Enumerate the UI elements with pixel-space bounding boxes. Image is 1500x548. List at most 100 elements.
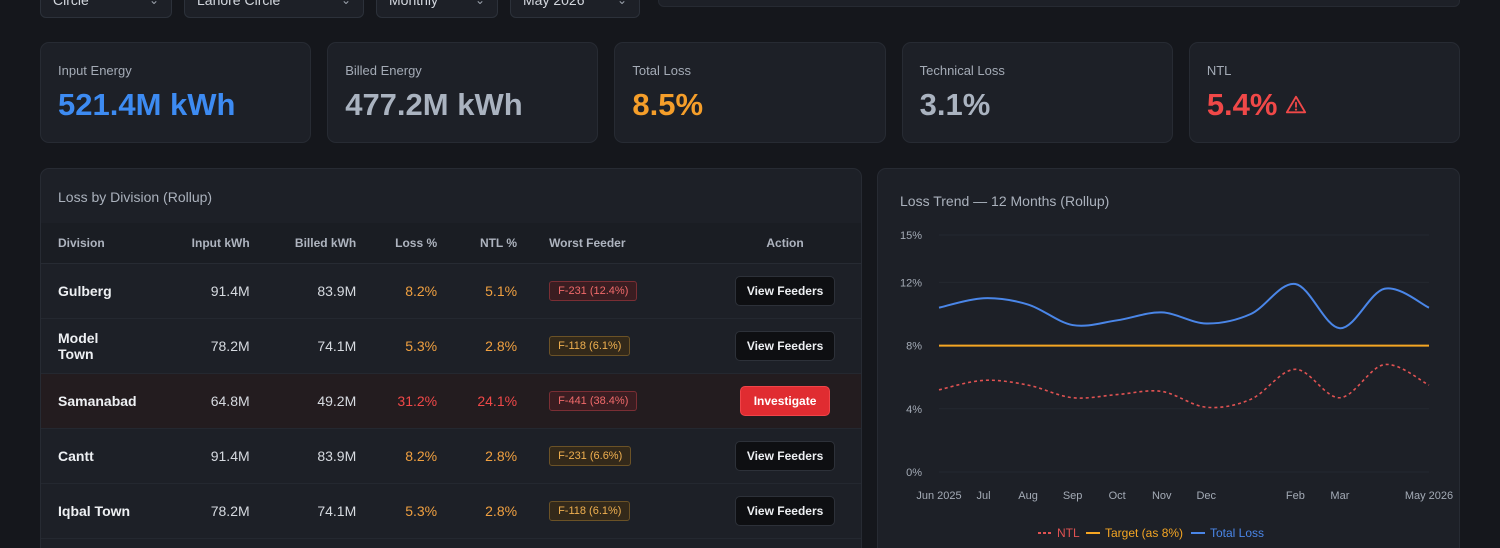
cell-ntl: 2.8% xyxy=(485,447,518,464)
region-select-value: Lahore Circle xyxy=(197,0,281,8)
kpi-value-text: 5.4% xyxy=(1206,87,1278,122)
cell-worst-feeder: F-231 (6.6%) xyxy=(525,428,707,483)
investigate-button[interactable]: Investigate xyxy=(739,385,831,416)
kpi-label: Technical Loss xyxy=(919,63,1005,78)
cell-action: View Feeders xyxy=(707,263,861,318)
cell-billed: 83.9M xyxy=(317,447,357,464)
kpi-label: Input Energy xyxy=(58,63,132,78)
x-tick-label: May 2026 xyxy=(1405,490,1453,502)
table-row-flagged[interactable]: Samanabad 64.8M 49.2M 31.2% 24.1% F-441 … xyxy=(41,373,861,428)
feeder-badge[interactable]: F-231 (12.4%) xyxy=(549,280,638,301)
cell-division: Samanabad xyxy=(58,392,137,409)
cell-input: 64.8M xyxy=(210,392,250,409)
feeder-badge[interactable]: F-231 (6.6%) xyxy=(549,445,632,466)
table-row[interactable]: Gulberg 91.4M 83.9M 8.2% 5.1% F-231 (12.… xyxy=(41,263,861,318)
cell-worst-feeder: F-441 (38.4%) xyxy=(525,373,707,428)
cell-division: Cantt xyxy=(58,447,94,464)
top-summary-bar xyxy=(658,0,1460,7)
x-tick-label: Jul xyxy=(977,490,991,502)
kpi-value: 3.1% xyxy=(920,87,1155,123)
view-feeders-button[interactable]: View Feeders xyxy=(734,330,836,361)
kpi-value-text: 477.2M kWh xyxy=(345,87,523,122)
col-ntl-pct[interactable]: NTL % xyxy=(445,223,526,264)
period-select-value: Monthly xyxy=(389,0,439,8)
kpi-value: 5.4% xyxy=(1207,87,1442,123)
month-select[interactable]: May 2026 ⌄ xyxy=(510,0,640,18)
feeder-badge[interactable]: F-118 (6.1%) xyxy=(549,335,631,356)
x-tick-label: Aug xyxy=(1018,490,1038,502)
cell-input: 78.2M xyxy=(210,337,250,354)
cell-ntl: 2.8% xyxy=(485,502,518,519)
col-division[interactable]: Division xyxy=(41,223,145,264)
cell-billed: 83.9M xyxy=(317,282,357,299)
cell-input: 91.4M xyxy=(210,282,250,299)
cell-input: 91.4M xyxy=(210,447,250,464)
cell-worst-feeder: F-118 (6.1%) xyxy=(525,483,707,538)
cell-action: View Feeders xyxy=(707,318,861,373)
table-row[interactable]: Iqbal Town 78.2M 74.1M 5.3% 2.8% F-118 (… xyxy=(41,483,861,538)
y-tick-label: 8% xyxy=(906,341,922,353)
panel-title: Loss by Division (Rollup) xyxy=(58,189,213,205)
cell-worst-feeder: F-231 (12.4%) xyxy=(525,263,707,318)
kpi-value-text: 521.4M kWh xyxy=(58,87,236,122)
circle-select[interactable]: Circle ⌄ xyxy=(40,0,172,18)
chevron-down-icon: ⌄ xyxy=(616,0,627,7)
kpi-input-energy: Input Energy 521.4M kWh xyxy=(40,42,312,143)
cell-action: View Feeders xyxy=(707,428,861,483)
legend-label: NTL xyxy=(1057,526,1080,540)
cell-input: 78.2M xyxy=(210,502,250,519)
cell-billed: 49.2M xyxy=(317,392,357,409)
loss-trend-panel: Loss Trend — 12 Months (Rollup) 0% 4% 8% 12… xyxy=(877,168,1460,548)
feeder-badge[interactable]: F-441 (38.4%) xyxy=(549,390,638,411)
x-tick-label: Jun 2025 xyxy=(916,490,961,502)
cell-loss: 8.2% xyxy=(405,282,438,299)
circle-select-value: Circle xyxy=(53,0,89,8)
cell-ntl: 5.1% xyxy=(485,282,518,299)
cell-loss: 5.3% xyxy=(405,502,438,519)
view-feeders-button[interactable]: View Feeders xyxy=(734,440,836,471)
table-row[interactable]: Model Town 78.2M 74.1M 5.3% 2.8% F-118 (… xyxy=(41,318,861,373)
x-tick-label: Dec xyxy=(1196,490,1216,502)
warning-icon xyxy=(1286,95,1307,114)
cell-action: Investigate xyxy=(707,373,861,428)
kpi-label: Total Loss xyxy=(632,63,691,78)
loss-trend-chart: 0% 4% 8% 12% 15% Jun 2025 Jul Aug Sep Oct Nov Dec Fe… xyxy=(900,230,1453,540)
y-tick-label: 12% xyxy=(900,277,922,289)
kpi-value: 521.4M kWh xyxy=(58,87,293,123)
legend-label: Total Loss xyxy=(1210,526,1264,540)
x-tick-label: Mar xyxy=(1330,490,1349,502)
x-tick-label: Sep xyxy=(1063,490,1083,502)
division-table: Division Input kWh Billed kWh Loss % NTL… xyxy=(41,223,861,539)
legend-label: Target (as 8%) xyxy=(1105,526,1183,540)
kpi-row: Input Energy 521.4M kWh Billed Energy 47… xyxy=(40,42,1461,143)
cell-billed: 74.1M xyxy=(317,502,357,519)
cell-division: Model Town xyxy=(58,329,99,362)
kpi-label: NTL xyxy=(1206,63,1232,78)
col-loss-pct[interactable]: Loss % xyxy=(364,223,446,264)
filter-bar: Circle ⌄ Lahore Circle ⌄ Monthly ⌄ May 2… xyxy=(40,0,640,18)
cell-action: View Feeders xyxy=(707,483,861,538)
kpi-total-loss: Total Loss 8.5% xyxy=(614,42,886,143)
chart-title: Loss Trend — 12 Months (Rollup) xyxy=(900,193,1110,209)
region-select[interactable]: Lahore Circle ⌄ xyxy=(184,0,364,18)
kpi-value: 477.2M kWh xyxy=(345,87,580,123)
period-select[interactable]: Monthly ⌄ xyxy=(376,0,498,18)
view-feeders-button[interactable]: View Feeders xyxy=(734,275,836,306)
cell-ntl: 24.1% xyxy=(477,392,518,409)
cell-division: Gulberg xyxy=(58,282,112,299)
y-tick-label: 4% xyxy=(906,404,922,416)
col-worst-feeder[interactable]: Worst Feeder xyxy=(525,223,708,264)
y-tick-label: 0% xyxy=(906,467,922,479)
table-header-row: Division Input kWh Billed kWh Loss % NTL… xyxy=(41,223,861,264)
feeder-badge[interactable]: F-118 (6.1%) xyxy=(549,500,631,521)
chevron-down-icon: ⌄ xyxy=(148,0,159,7)
x-tick-label: Oct xyxy=(1109,490,1126,502)
x-tick-label: Nov xyxy=(1152,490,1172,502)
chevron-down-icon: ⌄ xyxy=(474,0,485,7)
col-billed-kwh[interactable]: Billed kWh xyxy=(257,223,365,264)
cell-division: Iqbal Town xyxy=(58,502,131,519)
y-tick-label: 15% xyxy=(900,230,922,242)
view-feeders-button[interactable]: View Feeders xyxy=(734,495,836,526)
table-row[interactable]: Cantt 91.4M 83.9M 8.2% 2.8% F-231 (6.6%)… xyxy=(41,428,861,483)
col-input-kwh[interactable]: Input kWh xyxy=(144,223,258,264)
